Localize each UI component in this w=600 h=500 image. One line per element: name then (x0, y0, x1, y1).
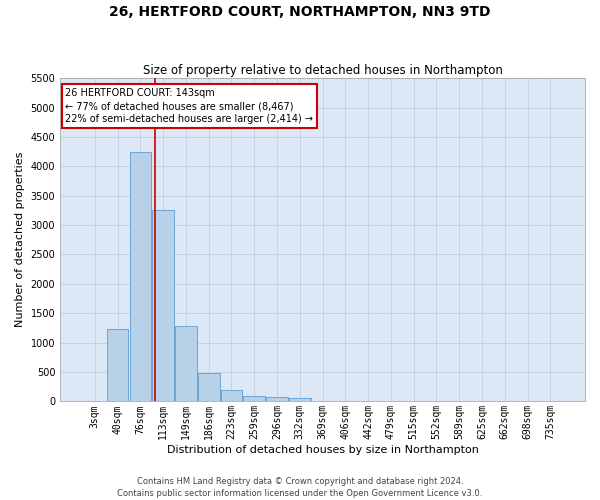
Bar (175, 326, 197, 402)
Bar (244, 396, 265, 402)
Text: 26, HERTFORD COURT, NORTHAMPTON, NN3 9TD: 26, HERTFORD COURT, NORTHAMPTON, NN3 9TD (109, 5, 491, 19)
X-axis label: Distribution of detached houses by size in Northampton: Distribution of detached houses by size … (167, 445, 479, 455)
Bar (198, 372, 220, 402)
Bar (266, 398, 288, 402)
Title: Size of property relative to detached houses in Northampton: Size of property relative to detached ho… (143, 64, 503, 77)
Bar (152, 210, 174, 402)
Bar (130, 152, 151, 402)
Text: Contains HM Land Registry data © Crown copyright and database right 2024.
Contai: Contains HM Land Registry data © Crown c… (118, 476, 482, 498)
Bar (107, 329, 128, 402)
Bar (289, 398, 311, 402)
Bar (221, 390, 242, 402)
Y-axis label: Number of detached properties: Number of detached properties (15, 152, 25, 328)
Text: 26 HERTFORD COURT: 143sqm
← 77% of detached houses are smaller (8,467)
22% of se: 26 HERTFORD COURT: 143sqm ← 77% of detac… (65, 88, 313, 124)
